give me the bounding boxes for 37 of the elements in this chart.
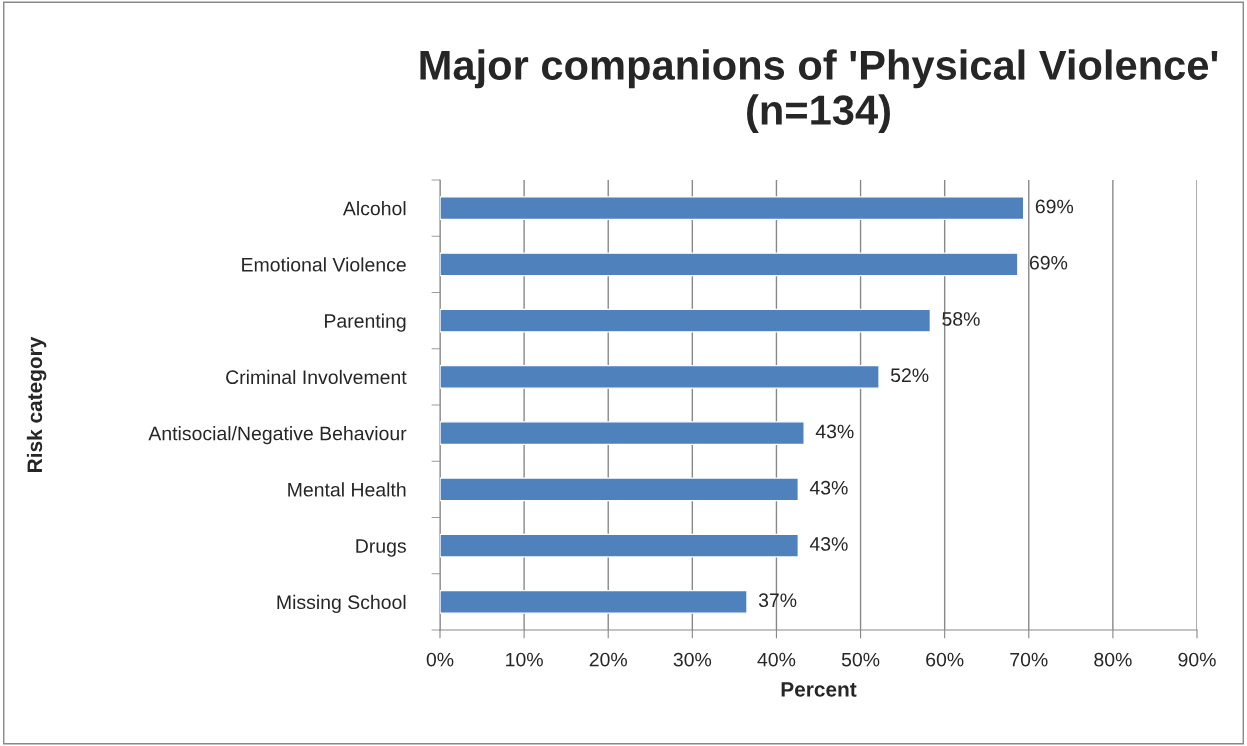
y-tick-label: Antisocial/Negative Behaviour (148, 426, 407, 445)
y-tick-label: Criminal Involvement (226, 369, 407, 385)
data-label: 43% (809, 537, 848, 551)
x-tick-label: 20% (589, 652, 627, 667)
bar (440, 196, 1025, 221)
x-tick-label: 90% (1178, 652, 1216, 667)
x-tick-label: 10% (506, 652, 543, 667)
x-tick-label: 60% (926, 652, 964, 667)
y-tick-label: Missing School (277, 594, 406, 613)
data-label: 69% (1029, 255, 1068, 270)
y-tick-label: Alcohol (342, 201, 406, 216)
x-tick-label: 30% (673, 652, 712, 667)
bar (440, 589, 748, 614)
data-label: 37% (758, 593, 797, 608)
x-tick-label: 80% (1094, 652, 1132, 667)
chart-title: Major companions of 'Physical Violence' (n=134) (420, 49, 1218, 134)
x-axis-title: Percent (781, 682, 857, 697)
bar (440, 421, 805, 446)
bar (440, 533, 800, 558)
y-tick-label: Parenting (325, 313, 406, 332)
data-label: 58% (942, 312, 980, 326)
bar (440, 308, 932, 333)
y-tick-label: Drugs (356, 539, 406, 557)
data-label: 43% (815, 424, 854, 439)
bar (440, 477, 800, 502)
data-label: 52% (890, 368, 929, 383)
bar (440, 252, 1019, 277)
x-tick-label: 0% (426, 652, 454, 667)
x-tick-label: 40% (757, 652, 796, 667)
y-tick-label: Emotional Violence (242, 257, 406, 272)
y-axis-title: Risk category (26, 336, 47, 472)
y-tick-label: Mental Health (288, 482, 406, 497)
data-label: 69% (1035, 199, 1074, 214)
x-tick-label: 50% (841, 652, 880, 667)
x-tick-label: 70% (1010, 652, 1048, 667)
data-label: 43% (809, 480, 848, 495)
bar (440, 364, 880, 389)
